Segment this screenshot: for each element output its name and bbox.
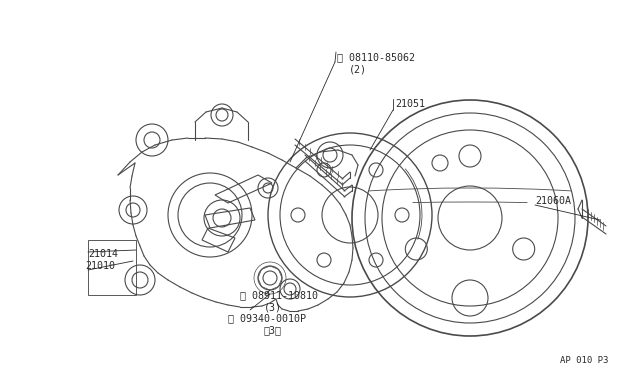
Text: Ⓦ 09340-0010P: Ⓦ 09340-0010P bbox=[228, 313, 306, 323]
Bar bbox=[88, 240, 136, 295]
Text: 21014: 21014 bbox=[88, 249, 118, 259]
Text: 21060A: 21060A bbox=[535, 196, 571, 206]
Text: Ⓑ 08110-85062: Ⓑ 08110-85062 bbox=[337, 52, 415, 62]
Text: （3）: （3） bbox=[264, 325, 282, 335]
Text: (2): (2) bbox=[349, 64, 367, 74]
Text: (3): (3) bbox=[264, 302, 282, 312]
Text: 21010: 21010 bbox=[85, 261, 115, 271]
Text: AP 010 P3: AP 010 P3 bbox=[560, 356, 609, 365]
Text: 21051: 21051 bbox=[395, 99, 425, 109]
Text: Ⓝ 08911-10810: Ⓝ 08911-10810 bbox=[240, 290, 318, 300]
